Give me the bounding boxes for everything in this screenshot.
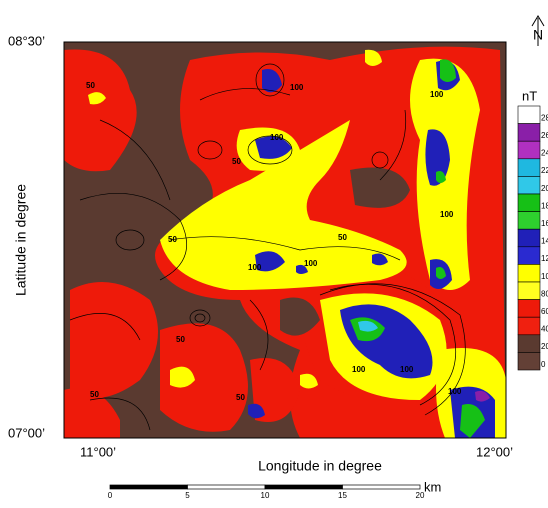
color-legend: nT 2802602402202001801601401201008060402…	[517, 88, 548, 371]
legend-label: 240	[541, 149, 548, 158]
legend-label: 0	[541, 360, 546, 369]
scale-segment	[342, 484, 421, 490]
legend-label: 160	[541, 219, 548, 228]
contour-label: 50	[86, 81, 95, 90]
legend-label: 100	[541, 272, 548, 281]
contour-label: 100	[290, 83, 304, 92]
scale-tick-label: 0	[108, 491, 113, 500]
lat-label: 07°00’	[8, 425, 45, 440]
contour-label: 100	[248, 263, 262, 272]
contour-label: 50	[168, 235, 177, 244]
contour-label: 100	[440, 210, 454, 219]
legend-swatch	[517, 264, 541, 283]
legend-swatch	[517, 158, 541, 177]
contour-label: 100	[304, 259, 318, 268]
legend-swatch	[517, 123, 541, 142]
contour-label: 50	[176, 335, 185, 344]
legend-swatch	[517, 211, 541, 230]
scale-tick-label: 5	[185, 491, 190, 500]
scale-segment	[109, 484, 188, 490]
legend-swatch	[517, 316, 541, 336]
legend-swatch	[517, 176, 541, 195]
legend-label: 280	[541, 113, 548, 122]
contour-label: 50	[338, 233, 347, 242]
legend-swatch	[517, 334, 541, 353]
legend-label: 120	[541, 254, 548, 263]
north-label: N	[533, 27, 543, 43]
legend-label: 20	[541, 342, 548, 351]
legend-swatch	[517, 140, 541, 160]
contour-label: 50	[232, 157, 241, 166]
contour-label: 100	[448, 387, 462, 396]
lat-label: 08°30’	[8, 33, 45, 48]
scale-segment	[264, 484, 343, 490]
contour-map: 50 100 100 50 50 100 100 50 100 100 50 1…	[64, 42, 506, 438]
scale-tick-label: 20	[416, 491, 425, 500]
legend-label: 140	[541, 237, 548, 246]
contour-label: 100	[352, 365, 366, 374]
contour-label: 50	[236, 393, 245, 402]
legend-swatch	[517, 228, 541, 248]
scale-bar: km 0 5 10 15 20	[108, 479, 442, 500]
contour-label: 100	[270, 133, 284, 142]
legend-label: 60	[541, 307, 548, 316]
contour-labels: 50 100 100 50 50 100 100 50 100 100 50 1…	[86, 81, 462, 402]
legend-swatch	[517, 299, 541, 318]
legend-label: 180	[541, 201, 548, 210]
scale-unit: km	[424, 479, 441, 494]
scale-segment	[187, 484, 266, 490]
legend-label: 220	[541, 166, 548, 175]
north-arrow: N	[531, 15, 545, 46]
legend-swatch	[517, 352, 541, 371]
contour-label: 100	[430, 90, 444, 99]
y-axis-label: Latitude in degree	[13, 184, 29, 296]
legend-label: 260	[541, 131, 548, 140]
legend-label: 200	[541, 184, 548, 193]
legend-label: 80	[541, 289, 548, 298]
legend-title: nT	[522, 88, 537, 103]
legend-swatch	[517, 193, 541, 212]
legend-label: 40	[541, 325, 548, 334]
contour-label: 100	[400, 365, 414, 374]
scale-tick-label: 15	[338, 491, 347, 500]
scale-tick-label: 10	[261, 491, 270, 500]
lon-label: 11°00’	[80, 444, 116, 459]
contour-label: 50	[90, 390, 99, 399]
x-axis-label: Longitude in degree	[258, 458, 382, 474]
legend-swatch	[517, 281, 541, 300]
map-frame	[63, 41, 507, 439]
legend-swatch	[517, 105, 541, 124]
legend-swatch	[517, 246, 541, 265]
lon-label: 12°00’	[476, 444, 513, 459]
